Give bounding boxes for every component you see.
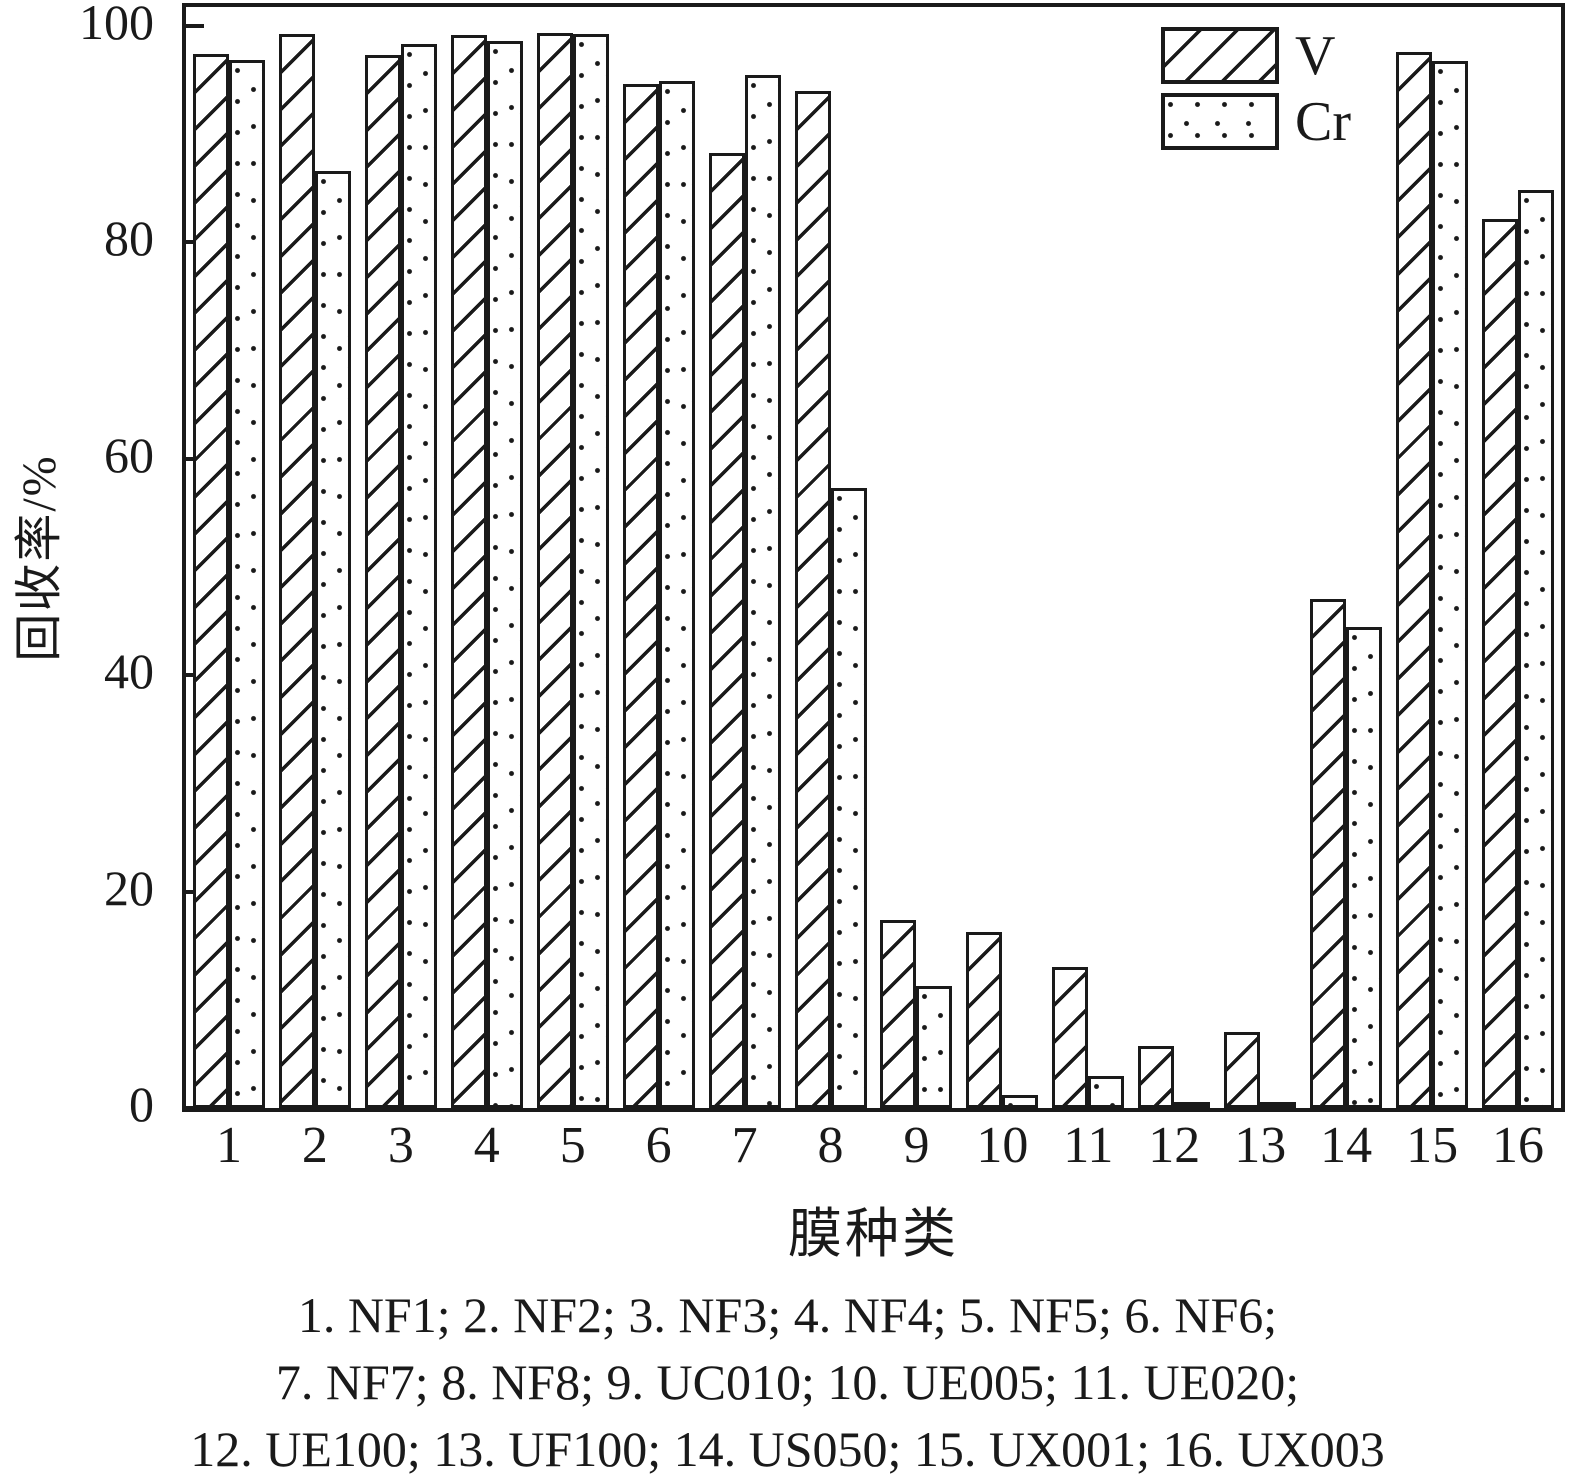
- bar-cr-2: [314, 171, 351, 1108]
- bar-v-5: [536, 32, 573, 1108]
- caption: 1. NF1; 2. NF2; 3. NF3; 4. NF4; 5. NF5; …: [0, 1282, 1575, 1480]
- caption-line-3: 12. UE100; 13. UF100; 14. US050; 15. UX0…: [190, 1421, 1385, 1477]
- legend-label-v: V: [1295, 24, 1336, 87]
- bar-v-9: [880, 919, 917, 1108]
- bar-v-8: [794, 90, 831, 1108]
- x-tick-label-4: 4: [473, 1117, 500, 1174]
- bar-v-11: [1052, 967, 1089, 1108]
- bar-v-2: [278, 33, 315, 1108]
- x-tick-label-5: 5: [559, 1117, 586, 1174]
- x-tick-label-1: 1: [215, 1117, 242, 1174]
- bar-cr-15: [1432, 60, 1469, 1108]
- bar-v-6: [622, 84, 659, 1108]
- bar-cr-6: [658, 81, 695, 1108]
- y-tick-100: [186, 24, 204, 28]
- bar-cr-5: [572, 33, 609, 1108]
- x-axis-labels: 1 2 3 4 5 6 7 8 9 10 11 12 13 14 15 16: [186, 1118, 1561, 1178]
- bar-cr-14: [1346, 626, 1383, 1108]
- x-tick-label-13: 13: [1234, 1117, 1287, 1174]
- y-tick-label-40: 40: [104, 643, 154, 700]
- x-tick-label-8: 8: [817, 1117, 844, 1174]
- x-tick-label-6: 6: [645, 1117, 672, 1174]
- y-tick-label-100: 100: [79, 0, 154, 50]
- bar-cr-8: [830, 488, 867, 1108]
- x-tick-label-16: 16: [1492, 1117, 1545, 1174]
- bar-v-16: [1482, 218, 1519, 1108]
- x-tick-label-2: 2: [301, 1117, 328, 1174]
- x-tick-label-11: 11: [1063, 1117, 1114, 1174]
- x-tick-label-10: 10: [976, 1117, 1029, 1174]
- bar-cr-1: [228, 59, 265, 1108]
- bar-cr-3: [400, 44, 437, 1108]
- x-tick-label-15: 15: [1406, 1117, 1459, 1174]
- bar-cr-7: [744, 74, 781, 1108]
- legend: V Cr: [1161, 27, 1351, 159]
- bar-cr-13: [1260, 1102, 1297, 1108]
- plot-area: V Cr: [182, 3, 1565, 1112]
- bar-cr-12: [1174, 1102, 1211, 1108]
- bar-v-4: [450, 34, 487, 1108]
- caption-line-1: 1. NF1; 2. NF2; 3. NF3; 4. NF4; 5. NF5; …: [297, 1287, 1278, 1343]
- legend-item-v: V: [1161, 27, 1351, 84]
- bar-v-10: [966, 931, 1003, 1108]
- y-tick-label-20: 20: [104, 859, 154, 916]
- y-tick-label-80: 80: [104, 210, 154, 267]
- x-axis-title: 膜种类: [788, 1204, 959, 1264]
- legend-label-cr: Cr: [1295, 90, 1351, 153]
- y-axis-labels: 0 20 40 60 80 100: [0, 0, 168, 1129]
- x-tick-label-14: 14: [1320, 1117, 1373, 1174]
- bar-v-12: [1138, 1046, 1175, 1108]
- legend-swatch-hatch-icon: [1161, 27, 1279, 84]
- legend-item-cr: Cr: [1161, 93, 1351, 150]
- bar-cr-9: [916, 985, 953, 1108]
- bar-v-1: [192, 54, 229, 1108]
- bar-cr-10: [1002, 1095, 1039, 1108]
- x-tick-label-12: 12: [1148, 1117, 1201, 1174]
- x-tick-label-9: 9: [903, 1117, 930, 1174]
- legend-swatch-dots-icon: [1161, 93, 1279, 150]
- y-tick-label-60: 60: [104, 426, 154, 483]
- bar-v-14: [1310, 599, 1347, 1108]
- bar-cr-4: [486, 41, 523, 1108]
- bar-v-13: [1224, 1032, 1261, 1108]
- bar-cr-16: [1518, 190, 1555, 1108]
- x-tick-label-3: 3: [387, 1117, 414, 1174]
- y-tick-0: [186, 1106, 204, 1110]
- bar-cr-11: [1088, 1075, 1125, 1108]
- y-tick-label-0: 0: [129, 1076, 154, 1132]
- caption-line-2: 7. NF7; 8. NF8; 9. UC010; 10. UE005; 11.…: [275, 1354, 1300, 1410]
- x-tick-label-7: 7: [731, 1117, 758, 1174]
- bar-v-7: [708, 152, 745, 1108]
- bar-v-15: [1396, 51, 1433, 1108]
- bar-v-3: [364, 55, 401, 1108]
